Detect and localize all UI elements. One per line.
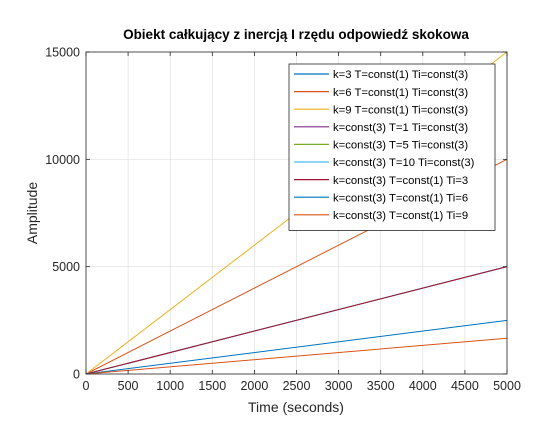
- legend-label: k=const(3) T=const(1) Ti=9: [333, 210, 468, 222]
- x-tick-label: 5000: [493, 379, 521, 393]
- x-tick-label: 3000: [325, 379, 353, 393]
- y-axis-label: Amplitude: [24, 182, 40, 244]
- x-axis: 0 500 1000 1500 2000 2500 3000 3500 4000 4500 5000: [83, 52, 521, 393]
- legend-label: k=3 T=const(1) Ti=const(3): [333, 69, 468, 81]
- x-tick-label: 4500: [451, 379, 479, 393]
- legend-label: k=const(3) T=const(1) Ti=6: [333, 192, 468, 204]
- chart-title: Obiekt całkujący z inercją I rzędu odpow…: [123, 27, 469, 42]
- x-tick-label: 500: [118, 379, 139, 393]
- legend-label: k=9 T=const(1) Ti=const(3): [333, 104, 468, 116]
- y-axis: 0 5000 10000 15000: [45, 46, 507, 382]
- series-line-8: [85, 319, 508, 375]
- legend: k=3 T=const(1) Ti=const(3) k=6 T=const(1)…: [288, 63, 496, 231]
- legend-label: k=const(3) T=5 Ti=const(3): [333, 140, 468, 152]
- x-tick-label: 3500: [367, 379, 395, 393]
- x-tick-label: 0: [83, 379, 90, 393]
- y-tick-label: 10000: [45, 153, 80, 167]
- x-axis-label: Time (seconds): [248, 399, 344, 415]
- x-tick-label: 4000: [409, 379, 437, 393]
- y-tick-label: 5000: [52, 260, 80, 274]
- x-tick-label: 1500: [198, 379, 226, 393]
- legend-label: k=const(3) T=const(1) Ti=3: [333, 175, 468, 187]
- y-tick-label: 0: [73, 368, 80, 382]
- x-tick-label: 1000: [156, 379, 184, 393]
- y-tick-label: 15000: [45, 46, 80, 60]
- x-tick-label: 2000: [240, 379, 268, 393]
- legend-label: k=const(3) T=1 Ti=const(3): [333, 122, 468, 134]
- series-line-7: [85, 266, 508, 375]
- series-line-9: [85, 337, 508, 375]
- legend-label: k=6 T=const(1) Ti=const(3): [333, 87, 468, 99]
- legend-label: k=const(3) T=10 Ti=const(3): [333, 157, 475, 169]
- x-tick-label: 2500: [283, 379, 311, 393]
